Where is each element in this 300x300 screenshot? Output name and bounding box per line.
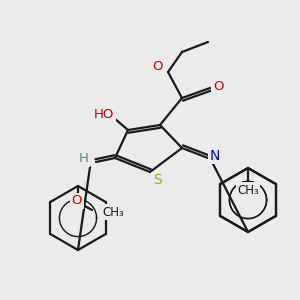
Text: HO: HO	[94, 107, 114, 121]
Text: CH₃: CH₃	[102, 206, 124, 218]
Text: N: N	[210, 149, 220, 163]
Text: S: S	[153, 173, 161, 187]
Text: CH₃: CH₃	[237, 184, 259, 196]
Text: H: H	[79, 152, 89, 166]
Text: O: O	[152, 59, 163, 73]
Text: O: O	[213, 80, 223, 94]
Text: O: O	[72, 194, 82, 208]
